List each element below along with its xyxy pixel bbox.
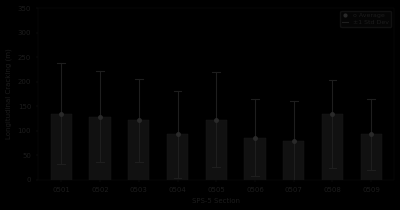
Bar (244, 138, 266, 180)
Bar (128, 120, 150, 180)
Bar (360, 134, 382, 180)
Legend: o Average, ±1 Std Dev: o Average, ±1 Std Dev (340, 11, 391, 27)
Bar (167, 134, 188, 180)
Bar (322, 114, 343, 180)
Bar (89, 117, 111, 180)
Y-axis label: Longitudinal Cracking (m): Longitudinal Cracking (m) (6, 49, 12, 139)
X-axis label: SPS-5 Section: SPS-5 Section (192, 198, 240, 205)
Bar (206, 120, 227, 180)
Bar (51, 114, 72, 180)
Bar (283, 141, 304, 180)
